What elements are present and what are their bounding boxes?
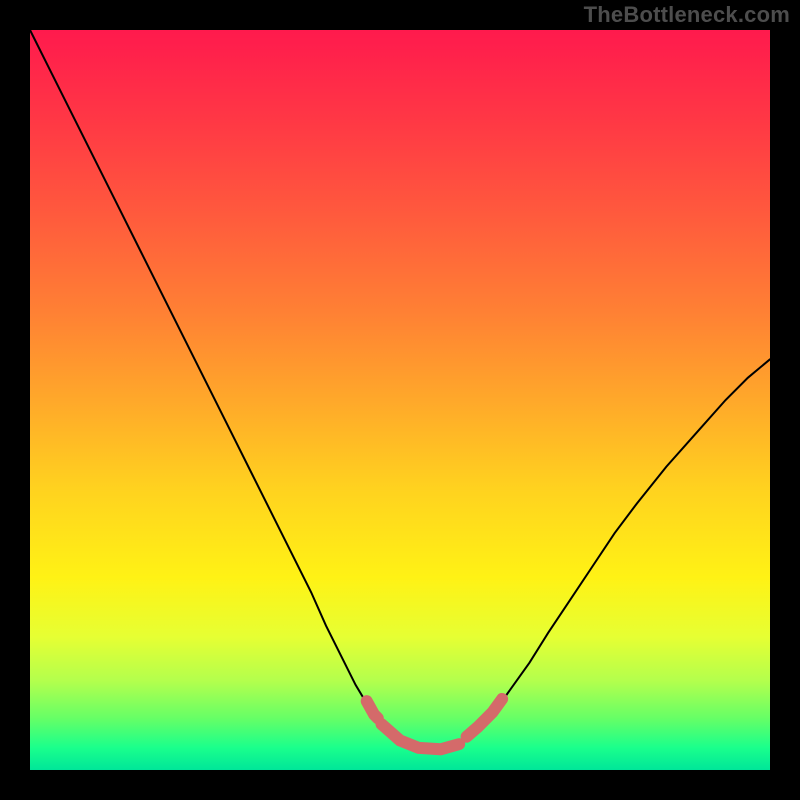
watermark-text: TheBottleneck.com (584, 2, 790, 28)
chart-stage: TheBottleneck.com (0, 0, 800, 800)
plot-background (30, 30, 770, 770)
bottleneck-chart (0, 0, 800, 800)
